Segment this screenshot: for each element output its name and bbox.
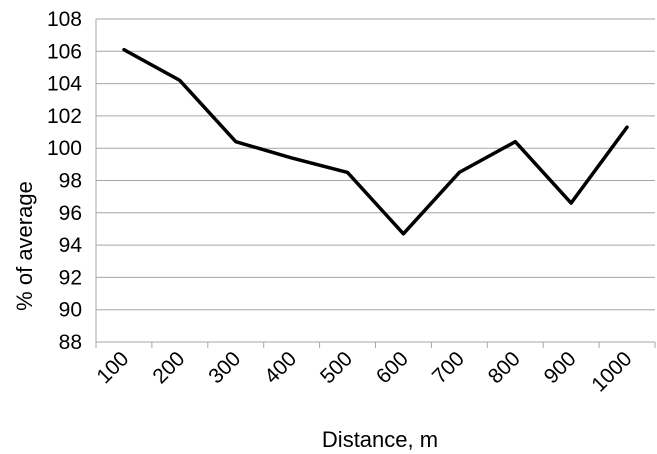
y-tick-label: 92 — [59, 266, 82, 289]
y-tick-label: 98 — [59, 170, 82, 193]
y-tick-label: 90 — [59, 299, 82, 322]
x-tick-label: 1000 — [587, 347, 636, 396]
x-tick-label: 600 — [372, 347, 413, 388]
series-line — [122, 47, 629, 236]
x-tick-label: 300 — [204, 347, 245, 388]
y-tick-label: 104 — [47, 73, 82, 96]
x-tick-label: 500 — [316, 347, 357, 388]
y-tick-label: 100 — [47, 137, 82, 160]
x-tick-label: 800 — [484, 347, 525, 388]
y-tick-label: 108 — [47, 8, 82, 31]
x-tick-label: 900 — [540, 347, 581, 388]
y-tick-label: 88 — [59, 331, 82, 354]
series — [122, 47, 629, 236]
y-tick-label: 96 — [59, 202, 82, 225]
x-tick-label: 200 — [148, 347, 189, 388]
axes — [95, 19, 656, 348]
y-tick-label: 106 — [47, 40, 82, 63]
x-tick-label: 700 — [428, 347, 469, 388]
y-axis-title: % of average — [12, 181, 37, 311]
x-axis-title: Distance, m — [322, 427, 438, 452]
x-tick-label: 400 — [260, 347, 301, 388]
y-tick-labels: 88 90 92 94 96 98 100 102 104 106 108 — [47, 8, 82, 354]
x-tick-labels: 100 200 300 400 500 600 700 800 900 1000 — [92, 347, 636, 396]
gridlines — [96, 18, 655, 311]
y-tick-label: 94 — [59, 234, 83, 257]
x-tick-label: 100 — [92, 347, 133, 388]
y-tick-label: 102 — [47, 105, 82, 128]
